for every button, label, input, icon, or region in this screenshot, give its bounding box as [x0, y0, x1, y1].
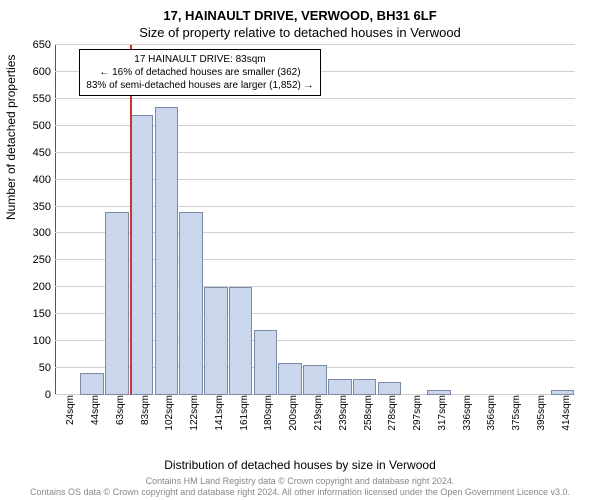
histogram-bar	[130, 115, 154, 395]
y-axis-label: Number of detached properties	[4, 55, 18, 220]
x-tick-label: 317sqm	[435, 395, 448, 431]
y-tick-label: 650	[33, 39, 55, 51]
annotation-line: 83% of semi-detached houses are larger (…	[86, 79, 313, 92]
y-tick-label: 450	[33, 147, 55, 159]
footer-line-1: Contains HM Land Registry data © Crown c…	[0, 476, 600, 487]
histogram-bar	[155, 107, 179, 395]
histogram-bar	[80, 373, 104, 395]
histogram-bar	[229, 287, 253, 395]
property-marker-line	[130, 45, 132, 395]
histogram-bar	[303, 365, 327, 395]
histogram-bar	[353, 379, 377, 395]
x-tick-label: 141sqm	[212, 395, 225, 431]
x-tick-label: 375sqm	[509, 395, 522, 431]
x-tick-label: 122sqm	[187, 395, 200, 431]
x-tick-label: 239sqm	[336, 395, 349, 431]
y-tick-label: 100	[33, 335, 55, 347]
histogram-bar	[378, 382, 402, 395]
x-tick-label: 83sqm	[138, 395, 151, 425]
y-tick-label: 600	[33, 66, 55, 78]
histogram-bar	[328, 379, 352, 395]
y-tick-label: 300	[33, 227, 55, 239]
x-tick-label: 219sqm	[311, 395, 324, 431]
y-tick-label: 200	[33, 281, 55, 293]
x-tick-label: 24sqm	[63, 395, 76, 425]
footer-attribution: Contains HM Land Registry data © Crown c…	[0, 476, 600, 498]
y-tick-label: 550	[33, 93, 55, 105]
x-tick-label: 161sqm	[237, 395, 250, 431]
x-tick-label: 278sqm	[385, 395, 398, 431]
histogram-bar	[254, 330, 278, 395]
histogram-bar	[204, 287, 228, 395]
histogram-bar	[179, 212, 203, 395]
x-tick-label: 63sqm	[113, 395, 126, 425]
annotation-box: 17 HAINAULT DRIVE: 83sqm← 16% of detache…	[79, 49, 320, 96]
x-tick-label: 44sqm	[88, 395, 101, 425]
x-tick-label: 356sqm	[484, 395, 497, 431]
plot-area: 0501001502002503003504004505005506006502…	[55, 45, 575, 395]
annotation-line: ← 16% of detached houses are smaller (36…	[86, 66, 313, 79]
y-tick-label: 400	[33, 174, 55, 186]
y-tick-label: 0	[45, 389, 55, 401]
x-tick-label: 102sqm	[162, 395, 175, 431]
y-tick-label: 500	[33, 120, 55, 132]
grid-line	[55, 98, 575, 99]
footer-line-2: Contains OS data © Crown copyright and d…	[0, 487, 600, 498]
annotation-line: 17 HAINAULT DRIVE: 83sqm	[86, 53, 313, 66]
x-tick-label: 336sqm	[460, 395, 473, 431]
y-tick-label: 250	[33, 254, 55, 266]
y-tick-label: 350	[33, 201, 55, 213]
grid-line	[55, 44, 575, 45]
y-tick-label: 150	[33, 308, 55, 320]
x-tick-label: 414sqm	[559, 395, 572, 431]
x-tick-label: 200sqm	[286, 395, 299, 431]
chart-title-main: 17, HAINAULT DRIVE, VERWOOD, BH31 6LF	[0, 0, 600, 23]
histogram-bar	[105, 212, 129, 395]
x-axis-label: Distribution of detached houses by size …	[0, 458, 600, 472]
x-tick-label: 395sqm	[534, 395, 547, 431]
y-tick-label: 50	[39, 362, 55, 374]
chart-container: 17, HAINAULT DRIVE, VERWOOD, BH31 6LF Si…	[0, 0, 600, 500]
x-tick-label: 258sqm	[361, 395, 374, 431]
histogram-bar	[278, 363, 302, 395]
x-tick-label: 180sqm	[261, 395, 274, 431]
x-tick-label: 297sqm	[410, 395, 423, 431]
chart-title-sub: Size of property relative to detached ho…	[0, 23, 600, 40]
